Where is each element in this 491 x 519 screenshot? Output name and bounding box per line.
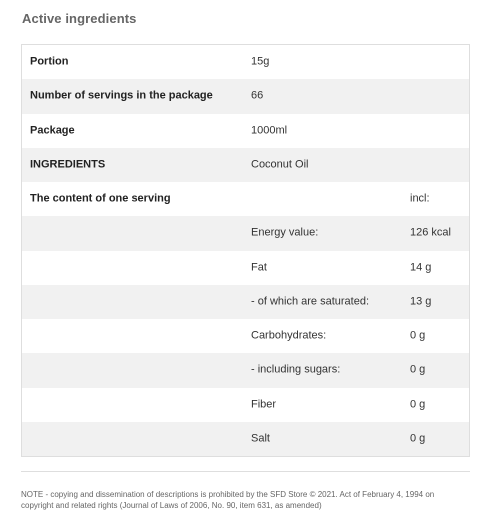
row-extra: 126 kcal: [410, 226, 451, 239]
row-extra: 0 g: [410, 432, 426, 445]
table-row: Package 1000ml: [22, 114, 469, 148]
row-extra: 14 g: [410, 261, 432, 274]
table-row: Fat 14 g: [22, 251, 469, 285]
row-extra: 0 g: [410, 398, 426, 411]
row-value: 15g: [251, 55, 270, 68]
row-value: 66: [251, 89, 264, 102]
row-extra: incl:: [410, 192, 430, 205]
row-extra: 0 g: [410, 329, 426, 342]
table-row: Energy value: 126 kcal: [22, 216, 469, 251]
nutrition-table: Portion 15g Number of servings in the pa…: [21, 44, 470, 457]
table-row: Carbohydrates: 0 g: [22, 319, 469, 353]
table-row: INGREDIENTS Coconut Oil: [22, 147, 469, 182]
row-value: Fat: [251, 261, 267, 274]
row-value: Fiber: [251, 398, 277, 411]
row-label: Number of servings in the package: [30, 89, 213, 102]
table-row: Portion 15g: [22, 45, 469, 79]
row-value: - including sugars:: [251, 363, 341, 376]
row-value: - of which are saturated:: [251, 295, 370, 308]
table-row: Number of servings in the package 66: [22, 79, 469, 114]
row-value: 1000ml: [251, 124, 288, 137]
divider: [21, 471, 470, 472]
row-value: Carbohydrates:: [251, 329, 327, 342]
row-label: INGREDIENTS: [30, 158, 106, 171]
table-row: Salt 0 g: [22, 421, 469, 456]
table-row: - of which are saturated: 13 g: [22, 284, 469, 319]
table-row: The content of one serving incl:: [22, 182, 469, 216]
table-row: - including sugars: 0 g: [22, 353, 469, 388]
row-label: Portion: [30, 55, 69, 68]
row-value: Salt: [251, 432, 270, 445]
copyright-note: NOTE - copying and dissemination of desc…: [21, 490, 435, 510]
row-label: The content of one serving: [30, 192, 171, 205]
section-title: Active ingredients: [22, 11, 137, 26]
row-extra: 13 g: [410, 295, 432, 308]
row-extra: 0 g: [410, 363, 426, 376]
row-value: Energy value:: [251, 226, 319, 239]
table-row: Fiber 0 g: [22, 388, 469, 422]
row-value: Coconut Oil: [251, 158, 309, 171]
row-label: Package: [30, 124, 75, 137]
